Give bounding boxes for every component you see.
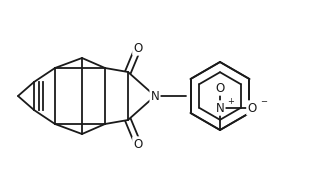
Text: N: N: [216, 102, 224, 114]
Text: O: O: [133, 41, 143, 55]
Text: −: −: [260, 98, 267, 107]
Text: O: O: [215, 81, 224, 94]
Text: O: O: [133, 137, 143, 151]
Text: +: +: [227, 97, 234, 105]
Text: O: O: [247, 102, 257, 114]
Text: N: N: [151, 89, 159, 103]
